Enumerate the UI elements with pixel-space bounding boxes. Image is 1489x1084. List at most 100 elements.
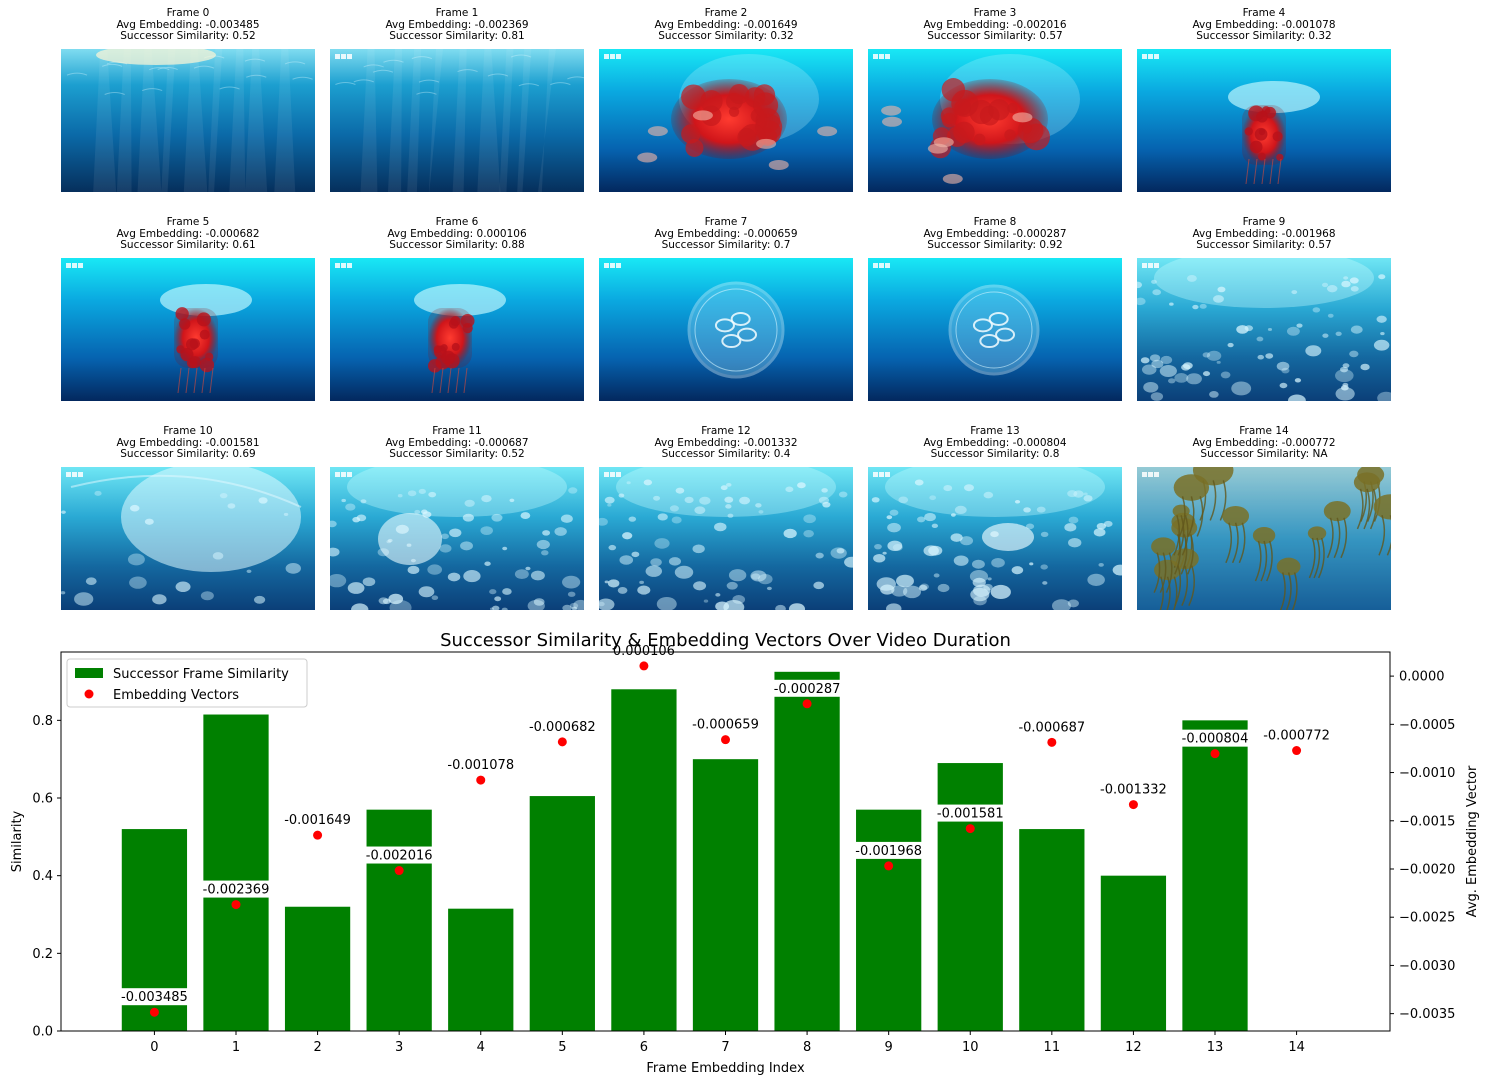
frame-thumbnail [599,49,853,192]
x-tick-label: 4 [477,1040,485,1055]
point-label: -0.001968 [855,844,922,859]
frame-avg: Avg Embedding: -0.000682 [116,227,260,240]
frame-avg: Avg Embedding: -0.000287 [923,227,1067,240]
frame-caption: Frame 13 Avg Embedding: -0.000804 Successo… [860,425,1130,461]
frame-title: Frame 14 [1239,425,1289,437]
frame-sim: Successor Similarity: 0.69 [120,448,256,460]
embedding-point [639,661,649,671]
y2-tick-label: −0.0020 [1399,862,1455,877]
bbc-watermark-logo [1142,263,1159,268]
x-tick-label: 9 [885,1040,893,1055]
embedding-point [313,830,323,840]
x-tick-label: 3 [395,1040,403,1055]
legend-point-label: Embedding Vectors [113,688,239,703]
frame-sim: Successor Similarity: 0.32 [658,30,794,42]
legend-bar-swatch [75,668,103,678]
y-axis-label: Similarity [10,810,25,872]
frame-title: Frame 2 [704,7,748,19]
frame-title: Frame 10 [163,425,213,437]
y2-tick-label: −0.0025 [1399,911,1455,926]
frame-caption: Frame 5 Avg Embedding: -0.000682 Successor… [53,216,323,252]
frame-title: Frame 12 [701,425,751,437]
point-label: -0.002016 [366,849,433,864]
y-tick-label: 0.8 [32,714,53,729]
y-tick-label: 0.6 [32,792,53,807]
bbc-watermark-logo [335,54,352,59]
x-tick-label: 2 [313,1040,321,1055]
similarity-bar [692,759,759,1031]
x-axis-label: Frame Embedding Index [646,1061,805,1076]
frame-avg: Avg Embedding: -0.001078 [1192,18,1336,31]
frame-sim: Successor Similarity: NA [1200,448,1328,460]
point-label: -0.002369 [203,883,270,898]
embedding-point [1047,737,1057,747]
frame-caption: Frame 9 Avg Embedding: -0.001968 Successor… [1129,216,1399,252]
embedding-point [802,699,812,709]
embedding-point [394,866,404,876]
similarity-bar [448,908,514,1031]
frame-sim: Successor Similarity: 0.57 [927,30,1063,42]
frame-title: Frame 13 [970,425,1020,437]
similarity-bar [611,689,677,1031]
point-label: 0.000106 [613,644,675,659]
y2-tick-label: 0.0000 [1399,670,1445,685]
frame-sim: Successor Similarity: 0.52 [120,30,256,42]
frame-caption: Frame 2 Avg Embedding: -0.001649 Successor… [591,7,861,43]
embedding-point [965,824,975,834]
plot-frame [60,651,1391,1032]
frame-caption: Frame 6 Avg Embedding: 0.000106 Successor … [322,216,592,252]
frame-sim: Successor Similarity: 0.4 [661,448,791,460]
frame-thumbnail [1137,467,1391,610]
frame-sim: Successor Similarity: 0.52 [389,448,525,460]
similarity-bar [1182,720,1248,1031]
point-label-box [526,717,599,735]
bbc-watermark-logo [335,263,352,268]
point-label: -0.001078 [447,758,514,773]
similarity-bar [1019,829,1085,1031]
bbc-watermark-logo [604,472,621,477]
frame-sim: Successor Similarity: 0.57 [1196,239,1332,251]
frame-avg: Avg Embedding: -0.002369 [385,18,529,31]
bbc-watermark-logo [873,263,890,268]
y-tick-label: 0.2 [32,947,53,962]
frame-sim: Successor Similarity: 0.88 [389,239,525,251]
frame-sim: Successor Similarity: 0.81 [389,30,525,42]
frame-title: Frame 3 [973,7,1017,19]
x-tick-label: 12 [1125,1040,1142,1055]
similarity-bar [529,796,595,1031]
bbc-watermark-logo [604,54,621,59]
frame-thumbnail [599,467,853,610]
point-label-box [611,641,677,659]
embedding-point [1210,749,1220,759]
x-tick-label: 11 [1044,1040,1061,1055]
frame-caption: Frame 7 Avg Embedding: -0.000659 Successor… [591,216,861,252]
bbc-watermark-logo [1142,472,1159,477]
bbc-watermark-logo [604,263,621,268]
y-tick-label: 0.4 [32,869,53,884]
x-tick-label: 10 [962,1040,979,1055]
frame-title: Frame 0 [166,7,210,19]
legend-box [66,658,308,708]
frame-sim: Successor Similarity: 0.8 [930,448,1060,460]
frame-avg: Avg Embedding: -0.000687 [385,436,529,449]
embedding-point [231,900,241,910]
point-label: -0.001581 [937,807,1004,822]
frame-avg: Avg Embedding: -0.000659 [654,227,798,240]
frame-avg: Avg Embedding: -0.000804 [923,436,1067,449]
embedding-point [149,1007,159,1017]
x-tick-label: 1 [232,1040,240,1055]
frame-sim: Successor Similarity: 0.32 [1196,30,1332,42]
frame-caption: Frame 3 Avg Embedding: -0.002016 Successor… [860,7,1130,43]
frame-caption: Frame 12 Avg Embedding: -0.001332 Successo… [591,425,861,461]
embedding-point [1292,746,1302,756]
point-label-box [1097,780,1170,798]
frame-title: Frame 1 [435,7,479,19]
x-tick-label: 7 [721,1040,729,1055]
bbc-watermark-logo [66,472,83,477]
frame-thumbnail [61,467,315,610]
embedding-point [557,737,567,747]
embedding-point [476,775,486,785]
point-label-box [689,715,762,733]
frame-thumbnail [61,49,315,192]
